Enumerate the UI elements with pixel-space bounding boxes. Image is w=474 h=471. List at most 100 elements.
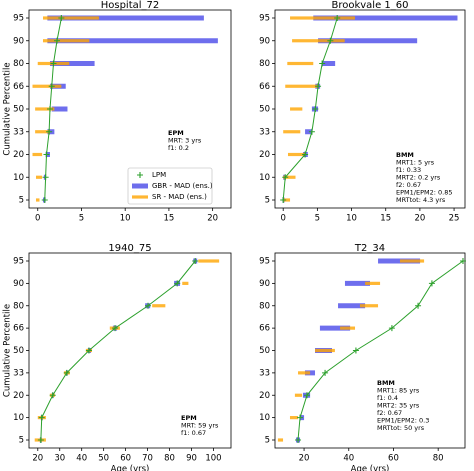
- annotation: MRTtot: 50 yrs: [377, 424, 425, 432]
- x-tick-label: 5: [79, 214, 84, 224]
- y-tick-label: 80: [13, 301, 24, 311]
- lpm-marker: [53, 37, 60, 44]
- y-tick-label: 66: [13, 324, 24, 334]
- range-bar: [47, 38, 218, 44]
- range-bar: [42, 39, 90, 43]
- range-bar: [283, 175, 296, 179]
- range-bar: [35, 198, 40, 202]
- annotation: MRT1: 85 yrs: [377, 387, 420, 395]
- x-tick-label: 20: [32, 454, 43, 464]
- lpm-marker: [415, 302, 422, 309]
- legend-swatch: [137, 172, 143, 178]
- lpm-marker: [322, 369, 329, 376]
- y-tick-label: 80: [259, 301, 270, 311]
- lpm-marker: [192, 258, 199, 264]
- x-tick-label: 15: [380, 214, 391, 224]
- range-bar: [294, 393, 303, 397]
- y-tick-label: 10: [259, 413, 270, 423]
- range-bar: [182, 281, 189, 285]
- lpm-marker: [43, 151, 50, 158]
- range-bar: [298, 371, 311, 375]
- legend-label: GBR - MAD (ens.): [152, 182, 213, 190]
- lpm-marker: [145, 302, 152, 309]
- range-bar: [359, 304, 379, 308]
- lpm-marker: [174, 280, 181, 287]
- range-bar: [32, 152, 43, 157]
- x-tick-label: 25: [449, 214, 460, 224]
- range-bar: [338, 303, 366, 309]
- lpm-marker: [297, 414, 304, 421]
- annotation: EPM: [168, 129, 184, 137]
- y-tick-label: 20: [13, 150, 24, 160]
- y-tick-label: 66: [259, 82, 270, 92]
- range-bar: [319, 325, 351, 331]
- x-axis-label: Age (yrs): [351, 465, 390, 471]
- x-tick-label: 70: [142, 454, 153, 464]
- y-tick-label: 95: [13, 14, 24, 24]
- range-bar: [35, 175, 43, 179]
- lpm-marker: [63, 369, 70, 376]
- x-tick-label: 5: [315, 214, 320, 224]
- range-bar: [152, 304, 166, 308]
- x-tick-label: 60: [388, 454, 399, 464]
- x-tick-label: 40: [76, 454, 87, 464]
- y-tick-label: 5: [19, 196, 24, 206]
- range-bar: [198, 259, 220, 263]
- plot-frame: [28, 252, 232, 449]
- lpm-marker: [50, 60, 57, 67]
- lpm-marker: [280, 197, 287, 203]
- lpm-marker: [46, 128, 53, 135]
- x-tick-label: 10: [346, 214, 357, 224]
- x-tick-label: 20: [299, 454, 310, 464]
- x-tick-label: 100: [205, 454, 221, 464]
- lpm-marker: [42, 174, 49, 181]
- annotation: MRT: 59 yrs: [181, 422, 219, 430]
- y-tick-label: 50: [259, 346, 270, 356]
- annotation: f2: 0.67: [377, 409, 402, 417]
- annotation: MRT2: 0.2 yrs: [396, 174, 441, 182]
- annotation: f1: 0.2: [168, 144, 189, 152]
- x-tick-label: 90: [186, 454, 197, 464]
- range-bar: [32, 84, 62, 88]
- annotation: f1: 0.67: [181, 429, 206, 437]
- y-tick-label: 33: [259, 127, 270, 137]
- range-bar: [290, 16, 355, 20]
- x-tick-label: 20: [207, 214, 218, 224]
- range-bar: [365, 281, 381, 285]
- lpm-marker: [41, 197, 48, 203]
- annotation: MRT: 3 yrs: [168, 137, 202, 145]
- range-bar: [277, 438, 284, 442]
- lpm-marker: [334, 15, 341, 21]
- annotation: EPM1/EPM2: 0.3: [377, 417, 429, 425]
- y-tick-label: 80: [13, 59, 24, 69]
- y-tick-label: 33: [259, 368, 270, 378]
- range-bar: [289, 416, 299, 420]
- y-tick-label: 80: [259, 59, 270, 69]
- annotation: BMM: [396, 151, 414, 159]
- lpm-marker: [48, 83, 55, 90]
- x-tick-label: 20: [414, 214, 425, 224]
- x-tick-label: 80: [433, 454, 444, 464]
- range-bar: [340, 326, 356, 330]
- y-axis-label: Cumulative Percentile: [3, 62, 13, 155]
- range-bar: [49, 61, 95, 66]
- x-tick-label: 40: [343, 454, 354, 464]
- y-tick-label: 90: [259, 36, 270, 46]
- lpm-marker: [302, 151, 309, 158]
- y-tick-label: 20: [259, 391, 270, 401]
- lpm-marker: [37, 437, 44, 443]
- x-tick-label: 30: [54, 454, 65, 464]
- lpm-marker: [295, 437, 302, 443]
- lpm-marker: [282, 174, 289, 181]
- range-bar: [285, 84, 319, 88]
- range-bar: [35, 130, 50, 134]
- lpm-marker: [38, 414, 45, 421]
- range-bar: [51, 106, 68, 112]
- lpm-marker: [428, 280, 435, 287]
- y-tick-label: 20: [13, 391, 24, 401]
- annotation: MRT1: 5 yrs: [396, 159, 435, 167]
- range-bar: [318, 38, 418, 44]
- y-tick-label: 66: [259, 324, 270, 334]
- x-axis-label: Age (yrs): [111, 465, 150, 471]
